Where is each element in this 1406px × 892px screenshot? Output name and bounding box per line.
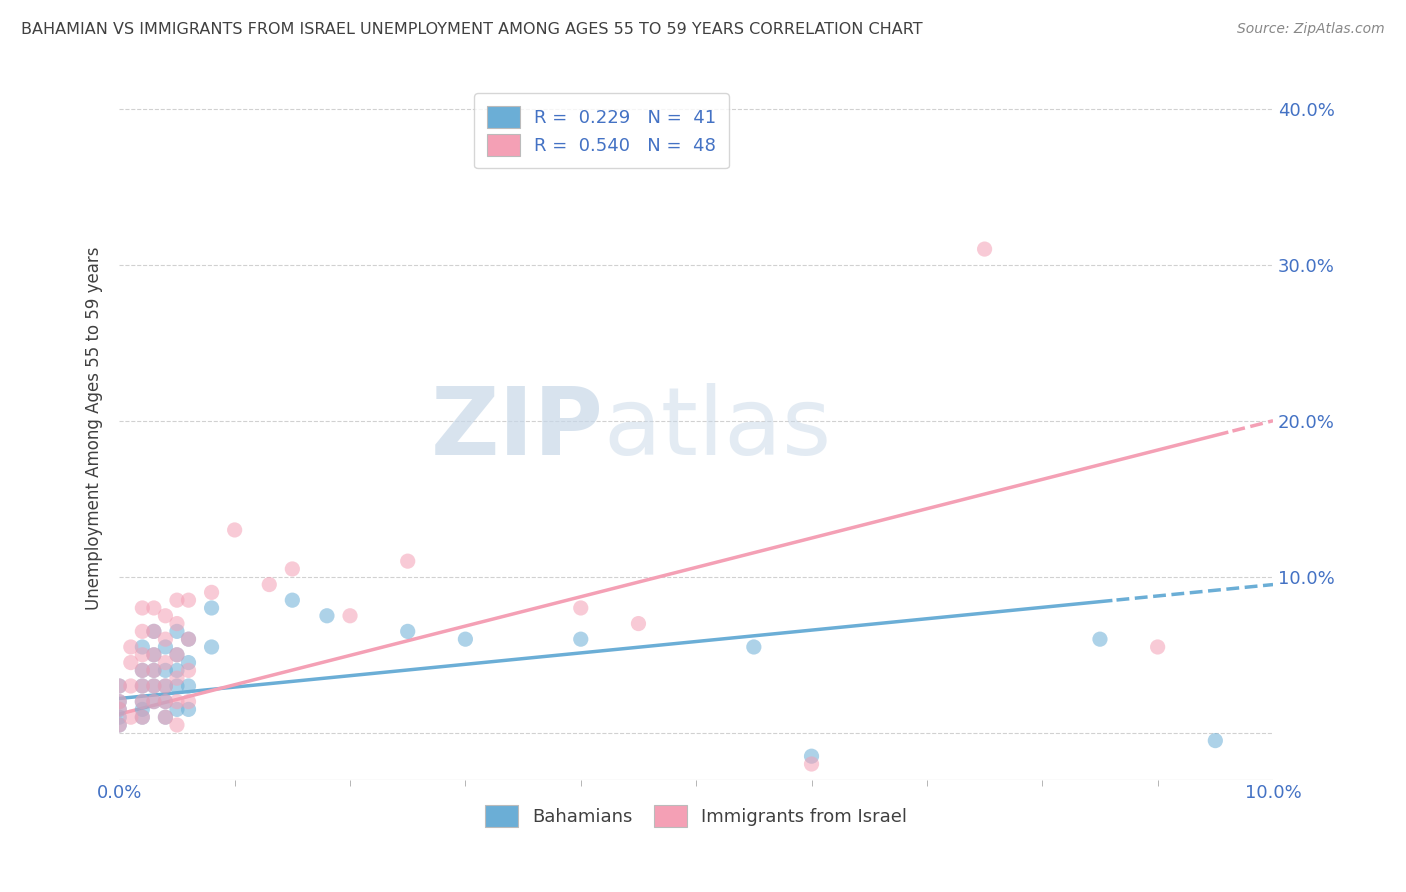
Point [281,562,304,576]
Point [131,695,153,709]
Point [627,616,650,631]
Point [800,749,823,764]
Text: Source: ZipAtlas.com: Source: ZipAtlas.com [1237,22,1385,37]
Text: ZIP: ZIP [432,383,603,475]
Point [1204,733,1226,747]
Point [155,656,177,670]
Point [108,718,131,732]
Point [166,648,188,662]
Point [177,679,200,693]
Point [155,695,177,709]
Point [166,593,188,607]
Point [120,710,142,724]
Point [166,702,188,716]
Point [1088,632,1111,647]
Y-axis label: Unemployment Among Ages 55 to 59 years: Unemployment Among Ages 55 to 59 years [86,247,103,610]
Point [131,624,153,639]
Point [120,656,142,670]
Legend: Bahamians, Immigrants from Israel: Bahamians, Immigrants from Israel [478,797,914,834]
Point [177,702,200,716]
Point [155,710,177,724]
Point [155,608,177,623]
Point [108,679,131,693]
Point [120,640,142,654]
Point [973,242,995,256]
Point [155,710,177,724]
Point [396,554,419,568]
Point [316,608,339,623]
Point [142,648,165,662]
Point [259,577,281,591]
Point [155,632,177,647]
Point [131,710,153,724]
Text: BAHAMIAN VS IMMIGRANTS FROM ISRAEL UNEMPLOYMENT AMONG AGES 55 TO 59 YEARS CORREL: BAHAMIAN VS IMMIGRANTS FROM ISRAEL UNEMP… [21,22,922,37]
Point [177,664,200,678]
Point [142,664,165,678]
Point [142,664,165,678]
Point [142,679,165,693]
Point [569,632,592,647]
Point [1146,640,1168,654]
Point [454,632,477,647]
Point [131,640,153,654]
Point [339,608,361,623]
Point [166,648,188,662]
Point [177,656,200,670]
Point [177,593,200,607]
Point [131,695,153,709]
Point [200,585,222,599]
Point [166,718,188,732]
Point [166,664,188,678]
Point [142,679,165,693]
Point [224,523,246,537]
Point [155,695,177,709]
Point [142,695,165,709]
Point [108,710,131,724]
Point [396,624,419,639]
Point [142,624,165,639]
Point [800,757,823,772]
Point [108,695,131,709]
Point [281,593,304,607]
Point [142,624,165,639]
Point [166,616,188,631]
Point [177,632,200,647]
Point [200,601,222,615]
Point [177,632,200,647]
Point [166,695,188,709]
Point [742,640,765,654]
Point [120,679,142,693]
Point [155,679,177,693]
Point [108,695,131,709]
Point [166,679,188,693]
Point [131,648,153,662]
Point [166,624,188,639]
Point [569,601,592,615]
Point [131,601,153,615]
Point [131,664,153,678]
Point [108,679,131,693]
Point [131,679,153,693]
Point [155,640,177,654]
Point [142,601,165,615]
Point [131,702,153,716]
Point [166,671,188,685]
Point [131,710,153,724]
Point [108,702,131,716]
Point [177,695,200,709]
Point [131,679,153,693]
Point [142,648,165,662]
Point [200,640,222,654]
Point [131,664,153,678]
Point [155,664,177,678]
Point [142,695,165,709]
Point [155,679,177,693]
Point [108,718,131,732]
Point [108,702,131,716]
Text: atlas: atlas [603,383,832,475]
